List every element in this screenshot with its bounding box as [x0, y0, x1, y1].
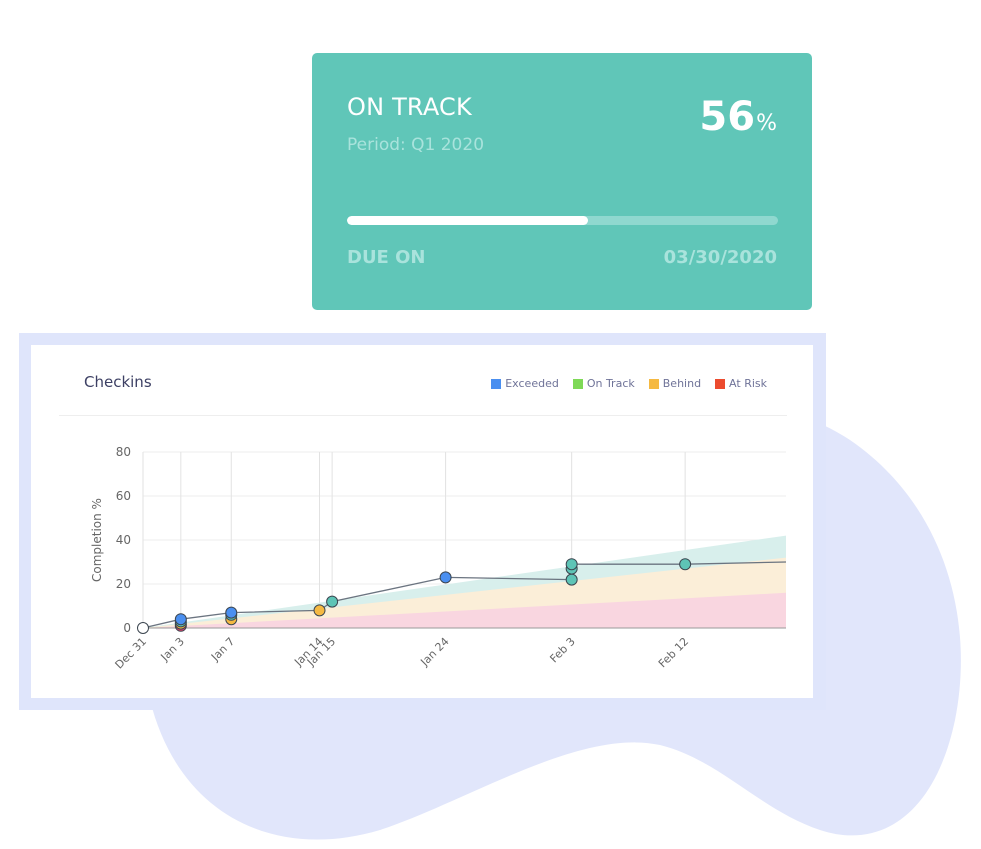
progress-bar: [347, 216, 778, 225]
data-point: [313, 604, 326, 617]
y-tick-label: 60: [116, 489, 131, 503]
x-tick-label: Dec 31: [113, 635, 150, 672]
period-label: Period: Q1 2020: [347, 135, 485, 155]
data-point: [137, 622, 149, 634]
data-point: [565, 558, 578, 571]
legend-item-at-risk[interactable]: At Risk: [715, 377, 767, 390]
data-point: [679, 558, 692, 571]
x-tick-label: Feb 3: [547, 635, 577, 665]
progress-percentage: 56%: [699, 97, 777, 137]
legend-label-exceeded: Exceeded: [505, 377, 559, 390]
legend-swatch-behind: [648, 378, 659, 389]
data-point: [225, 606, 238, 619]
x-tick-label: Feb 12: [656, 635, 691, 670]
legend-swatch-at-risk: [715, 378, 726, 389]
data-point: [326, 595, 339, 608]
chart-legend: Exceeded On Track Behind At Risk: [491, 377, 767, 390]
y-tick-label: 40: [116, 533, 131, 547]
status-label: ON TRACK: [347, 93, 472, 121]
progress-bar-fill: [347, 216, 589, 225]
y-axis-label: Completion %: [90, 498, 104, 582]
panel-title: Checkins: [84, 373, 152, 391]
x-tick-label: Jan 24: [417, 635, 451, 669]
progress-value: 56: [699, 94, 756, 140]
progress-unit: %: [756, 111, 777, 136]
legend-label-on-track: On Track: [586, 377, 635, 390]
legend-item-on-track[interactable]: On Track: [572, 377, 635, 390]
data-point: [439, 571, 452, 584]
x-tick-label: Jan 7: [208, 635, 237, 664]
series-line: [142, 561, 787, 629]
legend-label-behind: Behind: [662, 377, 702, 390]
legend-swatch-on-track: [572, 378, 583, 389]
legend-item-exceeded[interactable]: Exceeded: [491, 377, 559, 390]
band-at-risk: [143, 592, 786, 628]
y-tick-label: 80: [116, 445, 131, 459]
legend-label-at-risk: At Risk: [729, 377, 767, 390]
x-tick-label: Jan 3: [158, 635, 187, 664]
y-tick-label: 0: [123, 621, 131, 635]
panel-divider: [59, 415, 787, 416]
status-card: ON TRACK Period: Q1 2020 56% DUE ON 03/3…: [312, 53, 812, 310]
due-label: DUE ON: [347, 247, 426, 268]
legend-swatch-exceeded: [491, 378, 502, 389]
checkins-panel: Checkins Exceeded On Track Behind At Ris…: [31, 345, 813, 698]
data-point: [565, 573, 578, 586]
y-tick-label: 20: [116, 577, 131, 591]
due-date: 03/30/2020: [663, 247, 777, 268]
data-point: [174, 613, 187, 626]
legend-item-behind[interactable]: Behind: [648, 377, 702, 390]
